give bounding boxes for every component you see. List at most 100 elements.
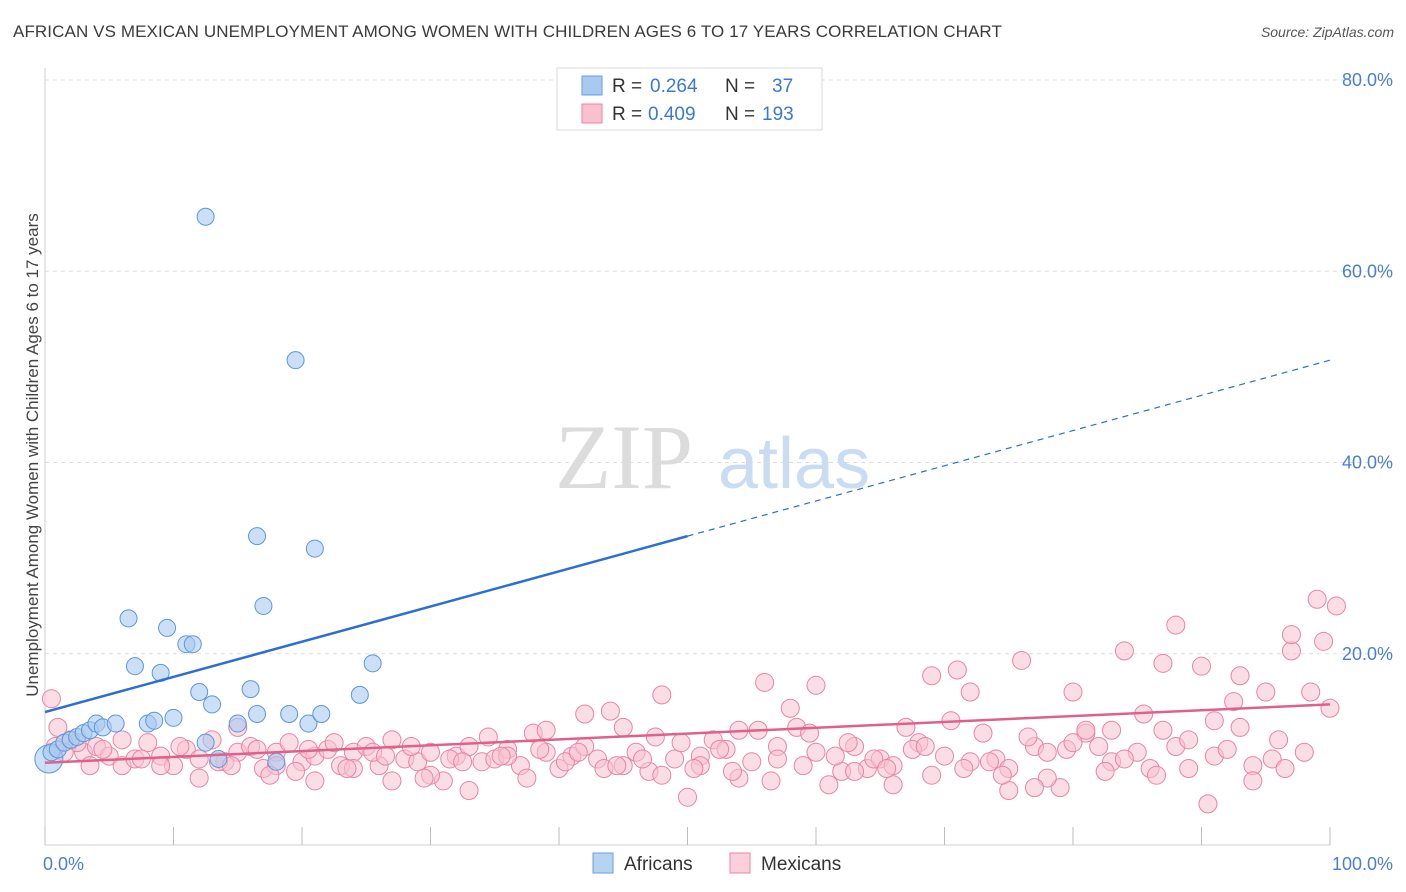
mexicans-point	[973, 723, 993, 743]
axes	[44, 68, 1331, 846]
mexicans-point	[305, 771, 325, 791]
watermark-zip: ZIP	[555, 406, 693, 508]
mexicans-point	[652, 685, 672, 705]
mexicans-point	[954, 759, 974, 778]
x-tick-label-end: 100.0%	[1332, 854, 1393, 874]
mexicans-point	[189, 749, 209, 769]
mexicans-point	[530, 739, 550, 759]
africans-point	[241, 680, 260, 699]
mexicans-point	[1076, 720, 1096, 740]
mexicans-point	[151, 756, 171, 776]
africans-point	[119, 609, 138, 628]
mexicans-point	[1018, 727, 1038, 747]
y-tick-label: 40.0%	[1342, 453, 1393, 473]
mexicans-point	[1301, 682, 1321, 702]
mexicans-point	[1153, 720, 1173, 740]
mexicans-point	[1281, 641, 1301, 661]
mexicans-point	[877, 759, 897, 778]
mexicans-point	[755, 672, 775, 692]
africans-point	[305, 539, 324, 558]
africans-point	[248, 704, 267, 723]
legend-r-value-mexicans: 0.409	[648, 104, 696, 125]
mexicans-point	[979, 752, 999, 772]
legend-swatch-mexicans-bottom[interactable]	[729, 852, 751, 874]
legend-swatch-africans-bottom[interactable]	[592, 852, 614, 874]
africans-point	[280, 704, 299, 723]
mexicans-point	[1320, 698, 1340, 718]
legend-swatch-africans	[581, 75, 603, 96]
africans-trend-line	[44, 534, 688, 714]
mexicans-point	[607, 756, 627, 776]
mexicans-point	[382, 771, 402, 791]
africans-point	[350, 685, 369, 704]
africans-point	[267, 752, 286, 771]
mexicans-point	[922, 765, 942, 785]
africans-point	[106, 714, 125, 733]
mexicans-point	[1153, 653, 1173, 673]
legend-n-value-mexicans: 193	[762, 104, 794, 125]
mexicans-point	[819, 775, 839, 795]
mexicans-point	[1095, 761, 1115, 781]
mexicans-point	[1243, 771, 1263, 791]
mexicans-point	[761, 771, 781, 791]
mexicans-point	[600, 701, 620, 721]
mexicans-point	[767, 749, 787, 769]
mexicans-point	[1256, 682, 1276, 702]
mexicans-point	[1179, 759, 1199, 778]
africans-points	[34, 207, 382, 774]
africans-point	[254, 596, 273, 615]
mexicans-point	[517, 768, 537, 788]
mexicans-point	[992, 765, 1012, 785]
africans-point	[158, 618, 177, 637]
mexicans-point	[555, 752, 575, 772]
mexicans-point	[1102, 720, 1122, 740]
x-tick-label-start: 0.0%	[43, 854, 84, 874]
mexicans-point	[414, 768, 434, 788]
mexicans-point	[1063, 733, 1083, 753]
africans-point	[286, 351, 305, 370]
mexicans-point	[138, 733, 158, 753]
mexicans-point	[1269, 730, 1289, 750]
mexicans-point	[806, 742, 826, 762]
mexicans-point	[665, 749, 685, 769]
stats-legend: R = 0.264 N = 37 R = 0.409 N = 193	[556, 67, 823, 131]
mexicans-point	[1089, 737, 1109, 757]
mexicans-point	[960, 682, 980, 702]
mexicans-point	[864, 749, 884, 769]
mexicans-point	[722, 761, 742, 781]
y-tick-label: 60.0%	[1342, 261, 1393, 281]
mexicans-point	[1114, 641, 1134, 661]
mexicans-point	[1037, 742, 1057, 762]
mexicans-point	[575, 704, 595, 724]
mexicans-point	[1294, 742, 1314, 762]
africans-point	[145, 711, 164, 730]
mexicans-point	[1307, 589, 1327, 609]
mexicans-point	[286, 761, 306, 781]
africans-point	[164, 708, 183, 727]
mexicans-point	[1179, 730, 1199, 750]
mexicans-point	[1012, 650, 1032, 670]
mexicans-point	[279, 733, 299, 753]
africans-point	[363, 654, 382, 673]
mexicans-point	[1230, 666, 1250, 686]
legend-n-label-africans: N =	[725, 76, 755, 97]
mexicans-point	[1326, 596, 1346, 616]
mexicans-point	[633, 749, 653, 769]
mexicans-point	[568, 742, 588, 762]
legend-r-label-africans: R =	[612, 76, 642, 97]
legend-label-mexicans[interactable]: Mexicans	[761, 854, 841, 875]
mexicans-point	[613, 717, 633, 737]
y-axis-label: Unemployment Among Women with Children A…	[23, 213, 42, 697]
x-tick-labels: 0.0% 100.0%	[43, 854, 1393, 874]
africans-point	[209, 749, 228, 768]
mexicans-point	[935, 746, 954, 766]
africans-point	[299, 714, 318, 733]
mexicans-point	[1314, 631, 1334, 651]
mexicans-point	[742, 752, 762, 772]
africans-point	[190, 683, 209, 701]
legend-label-africans[interactable]: Africans	[624, 854, 693, 875]
mexicans-point	[93, 739, 113, 759]
mexicans-point	[838, 733, 858, 753]
mexicans-point	[1198, 794, 1218, 814]
mexicans-point	[1217, 739, 1237, 759]
